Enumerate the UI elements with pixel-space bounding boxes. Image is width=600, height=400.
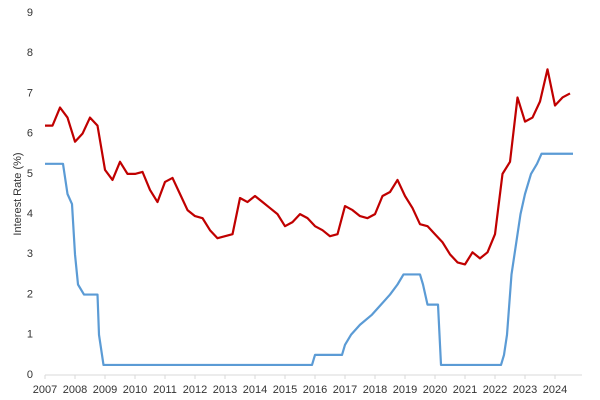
x-tick-label: 2014 — [243, 384, 267, 396]
x-tick-label: 2023 — [513, 384, 537, 396]
line-series — [45, 152, 573, 367]
y-tick-label: 8 — [27, 47, 33, 59]
y-tick-label: 3 — [27, 248, 33, 260]
line-series — [45, 68, 571, 266]
y-tick-label: 9 — [27, 7, 33, 19]
x-tick-label: 2017 — [333, 384, 357, 396]
x-tick-label: 2013 — [213, 384, 237, 396]
x-tick-label: 2009 — [93, 384, 117, 396]
x-tick-label: 2022 — [483, 384, 507, 396]
y-tick-label: 2 — [27, 288, 33, 300]
x-tick-label: 2020 — [423, 384, 447, 396]
x-tick-label: 2019 — [393, 384, 417, 396]
x-tick-label: 2015 — [273, 384, 297, 396]
y-tick-label: 4 — [27, 208, 33, 220]
x-tick-label: 2016 — [303, 384, 327, 396]
x-tick-label: 2007 — [33, 384, 57, 396]
x-tick-label: 2012 — [183, 384, 207, 396]
x-tick-label: 2021 — [453, 384, 477, 396]
y-tick-label: 1 — [27, 329, 33, 341]
x-tick-label: 2024 — [543, 384, 567, 396]
y-tick-label: 0 — [27, 369, 33, 381]
y-tick-label: 6 — [27, 128, 33, 140]
y-tick-label: 7 — [27, 87, 33, 99]
x-tick-label: 2011 — [153, 384, 177, 396]
x-tick-label: 2018 — [363, 384, 387, 396]
x-tick-label: 2008 — [63, 384, 87, 396]
y-axis-label: Interest Rate (%) — [12, 152, 24, 235]
y-tick-label: 5 — [27, 168, 33, 180]
x-tick-label: 2010 — [123, 384, 147, 396]
